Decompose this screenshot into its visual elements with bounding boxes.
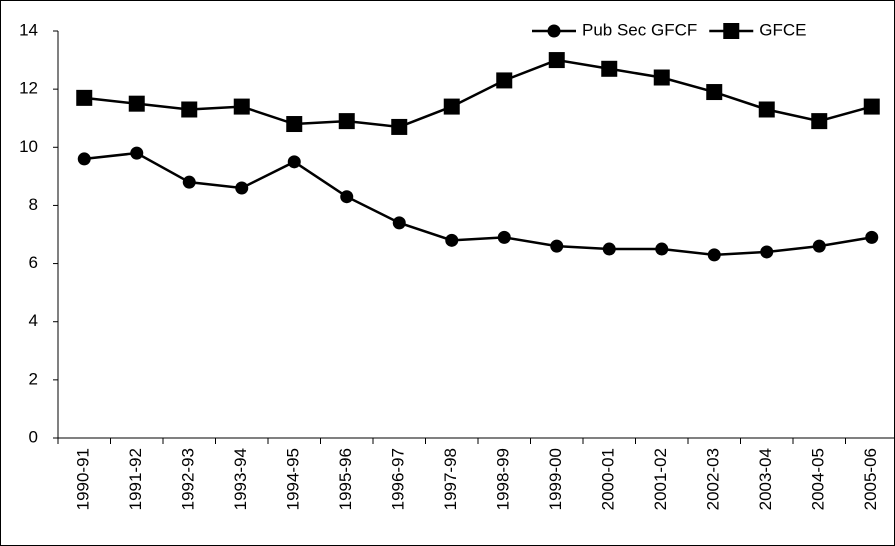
square-marker bbox=[758, 101, 775, 118]
circle-marker bbox=[547, 24, 561, 38]
series-line bbox=[84, 58, 873, 129]
circle-marker bbox=[602, 242, 616, 256]
y-tick-label: 14 bbox=[19, 20, 38, 39]
y-tick-label: 0 bbox=[29, 427, 38, 446]
x-tick-label: 2001-02 bbox=[651, 448, 670, 510]
x-tick-label: 1992-93 bbox=[179, 448, 198, 510]
square-marker bbox=[76, 89, 93, 106]
circle-marker bbox=[655, 242, 669, 256]
circle-marker bbox=[707, 248, 721, 262]
circle-marker bbox=[235, 181, 249, 195]
circle-marker bbox=[392, 216, 406, 230]
y-tick-label: 4 bbox=[29, 311, 38, 330]
x-tick-label: 2004-05 bbox=[809, 448, 828, 510]
x-tick-label: 2005-06 bbox=[861, 448, 880, 510]
y-tick-label: 8 bbox=[29, 195, 38, 214]
circle-marker bbox=[812, 239, 826, 253]
circle-marker bbox=[340, 190, 354, 204]
circle-marker bbox=[130, 146, 144, 160]
legend-label: GFCE bbox=[759, 20, 806, 39]
square-marker bbox=[653, 69, 670, 86]
square-marker bbox=[443, 98, 460, 115]
y-tick-label: 6 bbox=[29, 253, 38, 272]
x-tick-label: 1994-95 bbox=[284, 448, 303, 510]
circle-marker bbox=[550, 239, 564, 253]
circle-marker bbox=[445, 233, 459, 247]
circle-marker bbox=[865, 230, 879, 244]
y-tick-label: 12 bbox=[19, 79, 38, 98]
circle-marker bbox=[77, 152, 91, 166]
square-marker bbox=[863, 98, 880, 115]
square-marker bbox=[181, 101, 198, 118]
y-tick-label: 2 bbox=[29, 369, 38, 388]
square-marker bbox=[338, 113, 355, 130]
x-tick-label: 1997-98 bbox=[441, 448, 460, 510]
x-tick-label: 2003-04 bbox=[756, 448, 775, 510]
square-marker bbox=[706, 84, 723, 101]
x-tick-label: 2000-01 bbox=[599, 448, 618, 510]
legend-label: Pub Sec GFCF bbox=[582, 20, 697, 39]
x-tick-label: 1996-97 bbox=[389, 448, 408, 510]
y-tick-label: 10 bbox=[19, 137, 38, 156]
x-tick-label: 1999-00 bbox=[546, 448, 565, 510]
x-tick-label: 1991-92 bbox=[126, 448, 145, 510]
square-marker bbox=[548, 52, 565, 69]
square-marker bbox=[391, 118, 408, 135]
x-tick-label: 1993-94 bbox=[231, 448, 250, 510]
circle-marker bbox=[182, 175, 196, 189]
square-marker bbox=[286, 116, 303, 133]
x-tick-label: 1998-99 bbox=[494, 448, 513, 510]
circle-marker bbox=[287, 155, 301, 169]
circle-marker bbox=[760, 245, 774, 259]
square-marker bbox=[811, 113, 828, 130]
square-marker bbox=[128, 95, 145, 112]
square-marker bbox=[233, 98, 250, 115]
series-line bbox=[84, 151, 872, 257]
x-tick-label: 1995-96 bbox=[336, 448, 355, 510]
circle-marker bbox=[497, 230, 511, 244]
x-tick-label: 2002-03 bbox=[704, 448, 723, 510]
square-marker bbox=[496, 72, 513, 89]
x-tick-label: 1990-91 bbox=[74, 448, 93, 510]
square-marker bbox=[723, 23, 740, 39]
square-marker bbox=[601, 60, 618, 77]
